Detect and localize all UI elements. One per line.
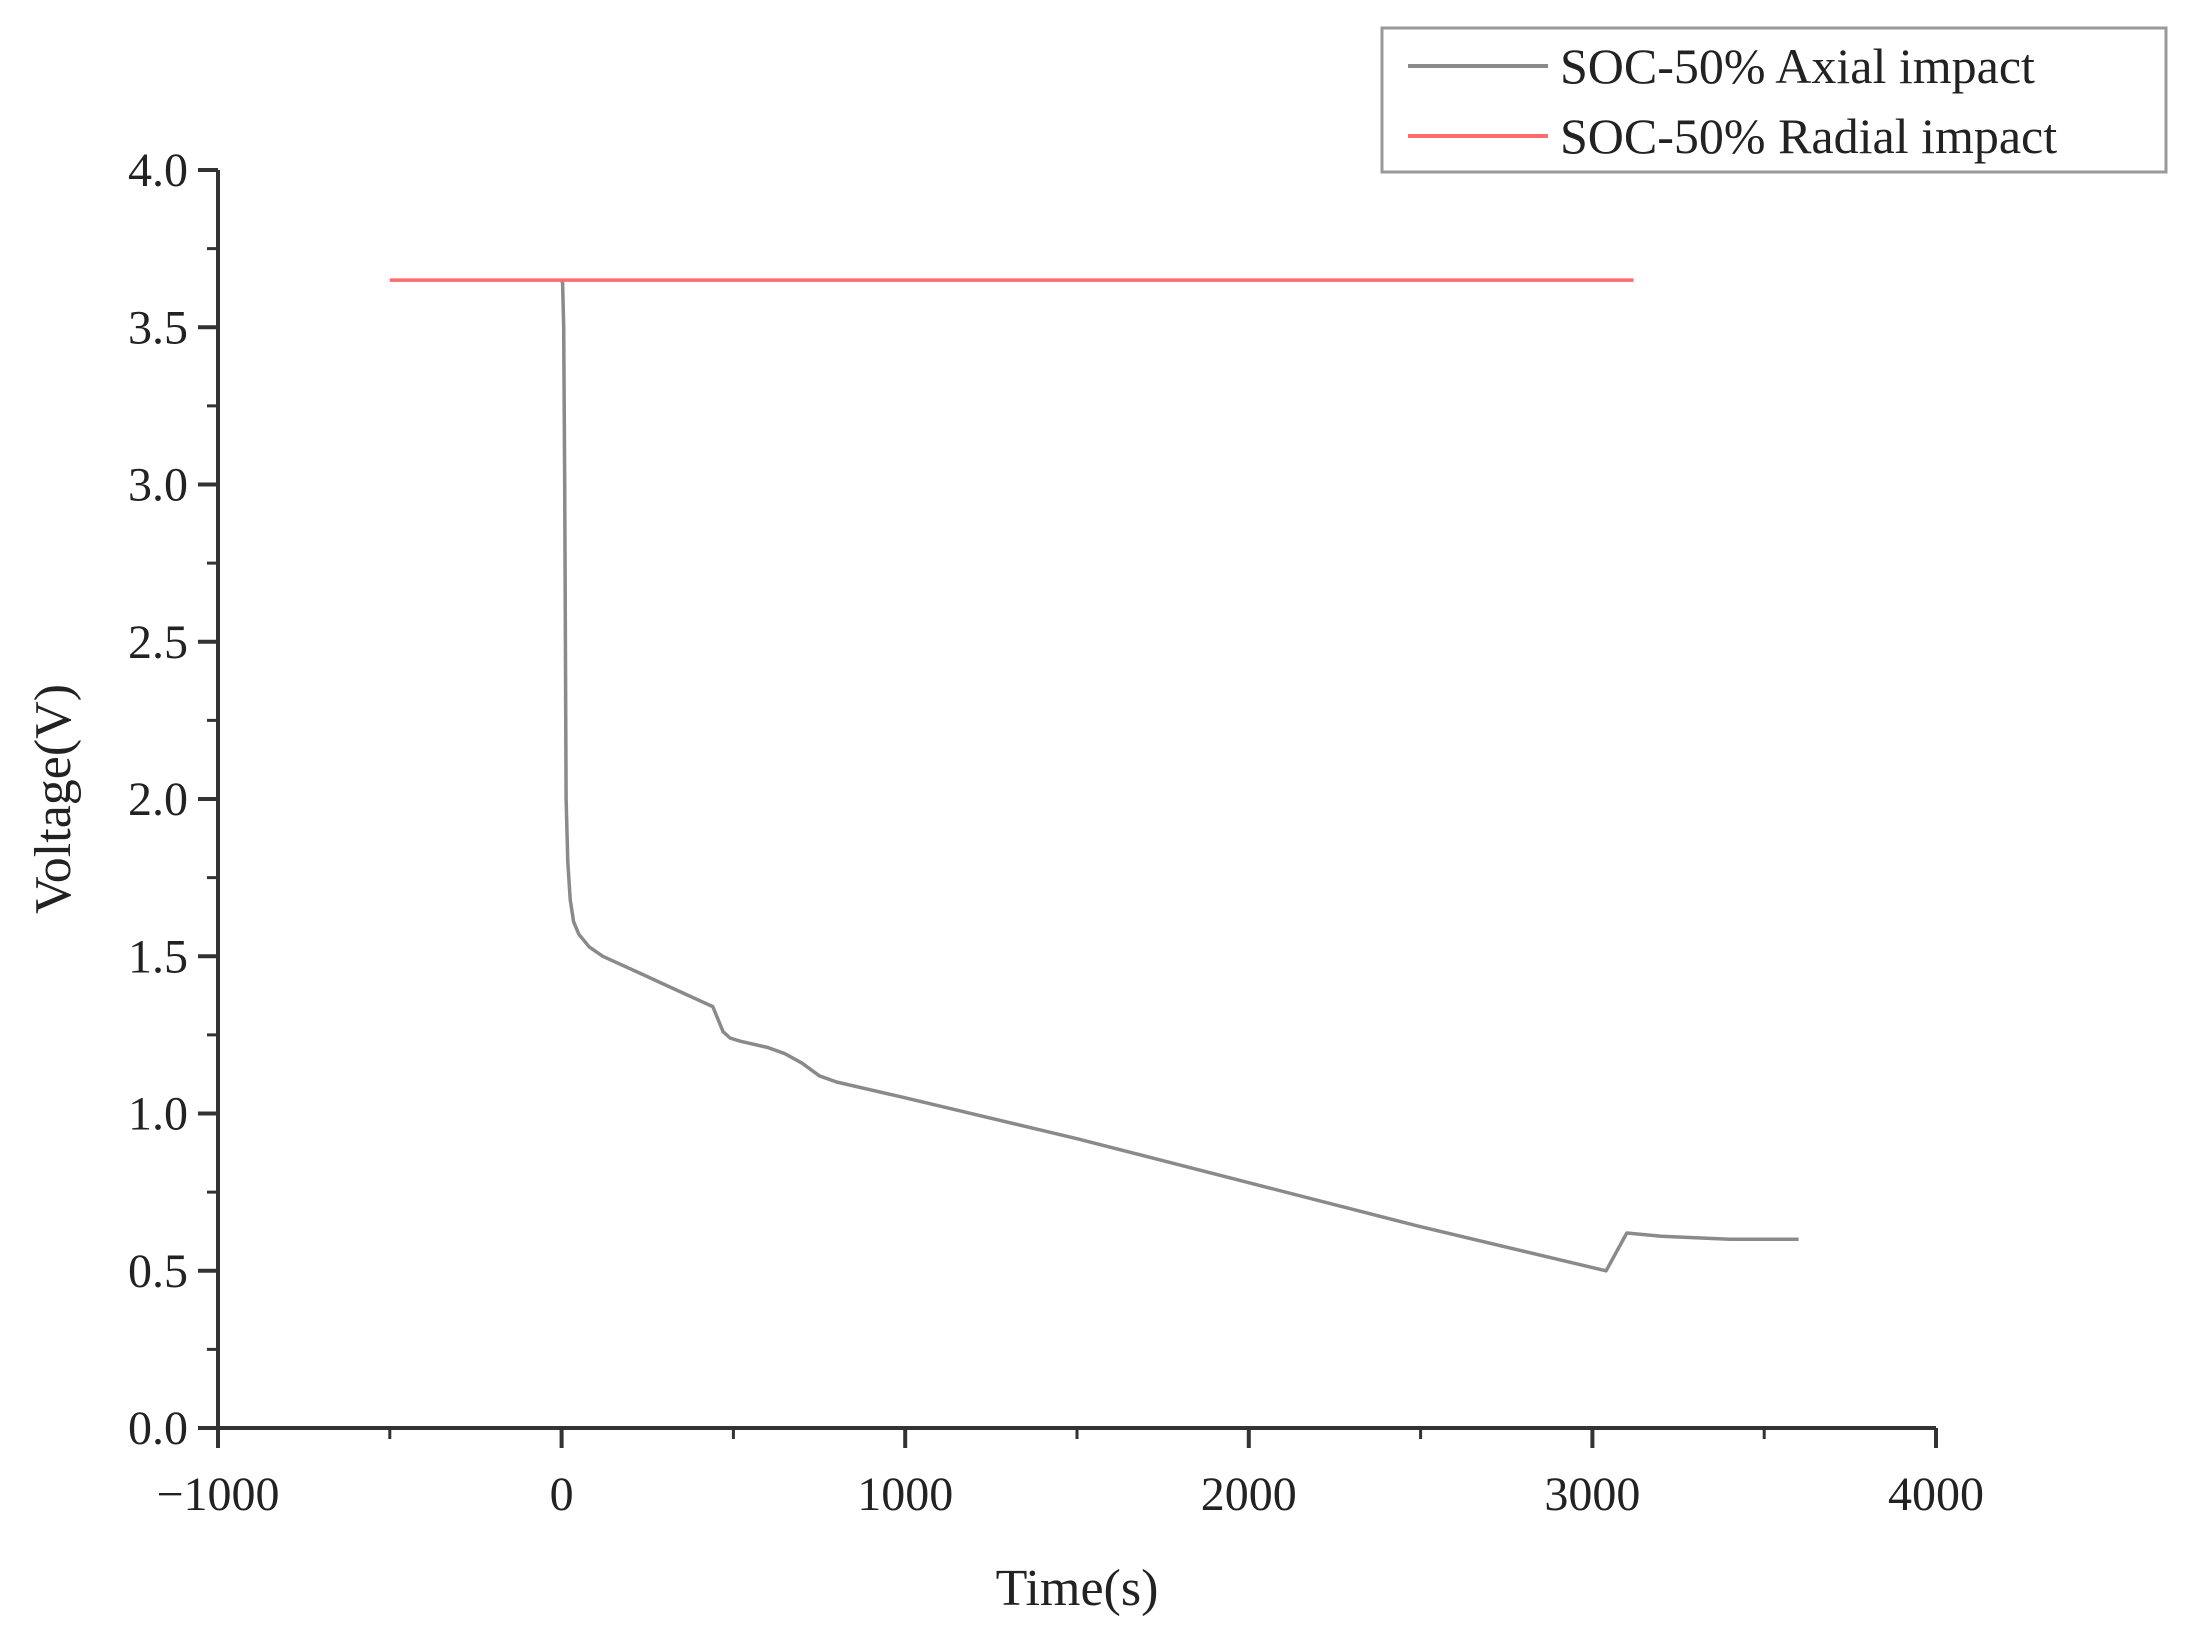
- series-layer: [389, 278, 1799, 1273]
- y-tick-label: 1.0: [128, 1088, 188, 1141]
- x-tick-label: 2000: [1201, 1468, 1297, 1521]
- axes: [216, 170, 1936, 1430]
- x-tick-label: 0: [550, 1468, 574, 1521]
- y-tick-label: 0.5: [128, 1245, 188, 1298]
- y-tick-label: 2.5: [128, 616, 188, 669]
- x-tick-label: 3000: [1544, 1468, 1640, 1521]
- series-line-axial: [559, 279, 1799, 1273]
- legend-label-axial: SOC-50% Axial impact: [1560, 38, 2035, 94]
- y-tick-label: 4.0: [128, 144, 188, 197]
- y-tick-label: 1.5: [128, 930, 188, 983]
- y-tick-label: 3.5: [128, 301, 188, 354]
- y-ticks: 0.0 0.5 1.0 1.5 2.0 2.5 3.0 3.5 4.0: [128, 144, 218, 1455]
- legend-label-radial: SOC-50% Radial impact: [1560, 108, 2057, 164]
- y-axis-title: Voltage(V): [25, 684, 82, 914]
- y-tick-label: 3.0: [128, 459, 188, 512]
- x-tick-label: 4000: [1888, 1468, 1984, 1521]
- legend-box: [1380, 26, 2168, 174]
- x-axis-title: Time(s): [996, 1560, 1159, 1617]
- x-ticks: −1000 0 1000 2000 3000 4000: [156, 1428, 1984, 1521]
- x-tick-label: −1000: [156, 1468, 279, 1521]
- y-tick-label: 2.0: [128, 773, 188, 826]
- x-tick-label: 1000: [857, 1468, 953, 1521]
- y-tick-label: 0.0: [128, 1402, 188, 1455]
- legend: SOC-50% Axial impact SOC-50% Radial impa…: [1380, 26, 2168, 174]
